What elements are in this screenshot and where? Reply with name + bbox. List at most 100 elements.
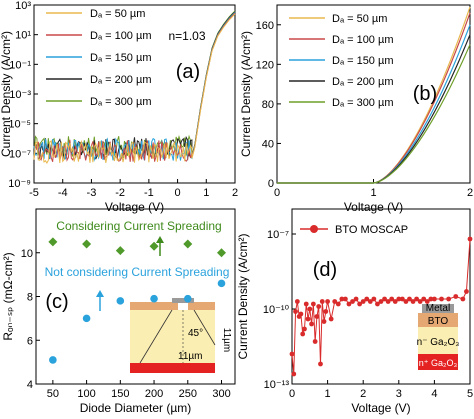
data-point (316, 304, 322, 309)
data-point (421, 296, 427, 302)
y-tick-label: 40 (262, 138, 274, 150)
data-point (360, 299, 366, 304)
data-point (302, 326, 307, 332)
panel-a: -5 -4 -3 -2 -1 0 1 2 10³ 10¹ 10⁻¹ 10⁻³ 10⁻⁵ 10⁻⁷ 10⁻⁹ V… (0, 0, 238, 214)
spreading-line-right (193, 309, 216, 346)
data-point (310, 301, 316, 307)
data-point (446, 296, 452, 302)
panel-label: (c) (45, 291, 68, 313)
x-tick-label: 200 (145, 388, 163, 400)
legend-label: Dₐ = 50 µm (332, 13, 387, 25)
x-tick-label: -1 (144, 187, 154, 199)
y-tick-label: 6 (27, 335, 33, 347)
series-line (33, 13, 236, 164)
drift-label: n⁻ Ga₂O₃ (417, 337, 460, 348)
data-point (321, 319, 327, 324)
legend-label: Dₐ = 50 µm (90, 8, 145, 20)
x-tick-label: 150 (111, 388, 129, 400)
diamond-marker (48, 237, 58, 247)
data-point (382, 296, 387, 302)
circle-marker (217, 279, 226, 288)
y-axis-label: Current Density (A/cm²) (236, 233, 250, 359)
data-point (396, 296, 402, 302)
legend-label: Dₐ = 100 µm (332, 34, 393, 46)
y-tick-label: 80 (262, 99, 274, 111)
data-point (307, 306, 313, 312)
metal-layer (422, 304, 454, 313)
legend-label: Dₐ = 150 µm (332, 55, 393, 67)
circle-marker (183, 294, 192, 303)
data-point (353, 296, 359, 302)
x-tick-label: 300 (212, 388, 230, 400)
x-tick-label: 5 (467, 388, 473, 400)
legend-label: BTO MOSCAP (335, 224, 408, 236)
data-point (371, 296, 377, 302)
substrate-label: n⁺ Ga₂O₃ (419, 358, 458, 368)
data-point (367, 299, 373, 304)
data-point (464, 289, 469, 294)
data-point (378, 299, 384, 304)
y-tick-label: 0 (268, 178, 274, 190)
substrate-layer (418, 354, 458, 370)
y-tick-label: 4 (27, 379, 33, 391)
data-point (385, 299, 391, 304)
diamond-marker (115, 246, 125, 256)
x-tick-label: 1 (203, 187, 209, 199)
x-tick-label: 50 (47, 388, 59, 400)
side-label: 11µm (221, 328, 232, 352)
x-tick-label: 2 (360, 388, 366, 400)
data-point (335, 301, 341, 307)
legend-label: Dₐ = 300 µm (90, 96, 151, 108)
y-tick-label: 10³ (15, 0, 31, 12)
x-tick-label: 1 (370, 187, 376, 199)
circle-marker (82, 314, 91, 323)
drift-layer (130, 310, 215, 373)
x-tick-label: -4 (58, 187, 68, 199)
data-point (318, 361, 323, 367)
series-line (277, 44, 471, 184)
data-point (346, 301, 352, 307)
data-point (428, 296, 434, 302)
depth-label: 11µm (178, 351, 202, 362)
legend-swatch-marker (310, 225, 318, 233)
y-tick-label: 10⁻⁹ (8, 178, 31, 190)
y-tick-label: 120 (256, 59, 274, 71)
y-axis-label: Current Density (A/cm²) (0, 31, 13, 157)
green-arrow-head (156, 236, 164, 243)
data-point (417, 299, 423, 304)
substrate-layer (130, 363, 215, 373)
data-point (291, 371, 297, 377)
x-tick-label: 0 (289, 388, 295, 400)
plot-frame (291, 208, 471, 385)
data-point (312, 339, 318, 344)
legend-label: Dₐ = 150 µm (90, 52, 151, 64)
data-point (294, 299, 300, 304)
y-tick-label: 8 (27, 292, 33, 304)
data-point (350, 299, 355, 304)
diamond-marker (149, 241, 159, 251)
panel-label: (b) (413, 83, 437, 105)
panel-c: 50 100 150 200 250 300 4 6 8 10 Diode Diameter (µm… (1, 208, 236, 415)
x-tick-label: 100 (77, 388, 95, 400)
angle-label: 45° (188, 328, 203, 339)
data-point (343, 296, 348, 302)
data-point (289, 351, 295, 357)
green-annotation: Considering Current Spreading (56, 219, 221, 233)
data-point (453, 294, 459, 299)
data-point (328, 316, 334, 322)
x-tick-label: -5 (29, 187, 39, 199)
bto-label: BTO (428, 316, 449, 327)
x-tick-label: 4 (431, 388, 437, 400)
data-point (389, 296, 395, 302)
data-point (407, 296, 412, 302)
x-tick-label: 0 (175, 187, 181, 199)
blue-arrow-head (96, 290, 104, 297)
x-axis-label: Diode Diameter (µm) (80, 401, 192, 415)
data-point (293, 309, 298, 314)
x-axis-label: Voltage (V) (351, 401, 410, 415)
x-tick-label: 1 (325, 388, 331, 400)
data-point (305, 316, 311, 322)
legend-label: Dₐ = 300 µm (332, 97, 393, 109)
y-axis-label: Rₒₙ₋ₛₚ (mΩ-cm²) (1, 252, 15, 340)
